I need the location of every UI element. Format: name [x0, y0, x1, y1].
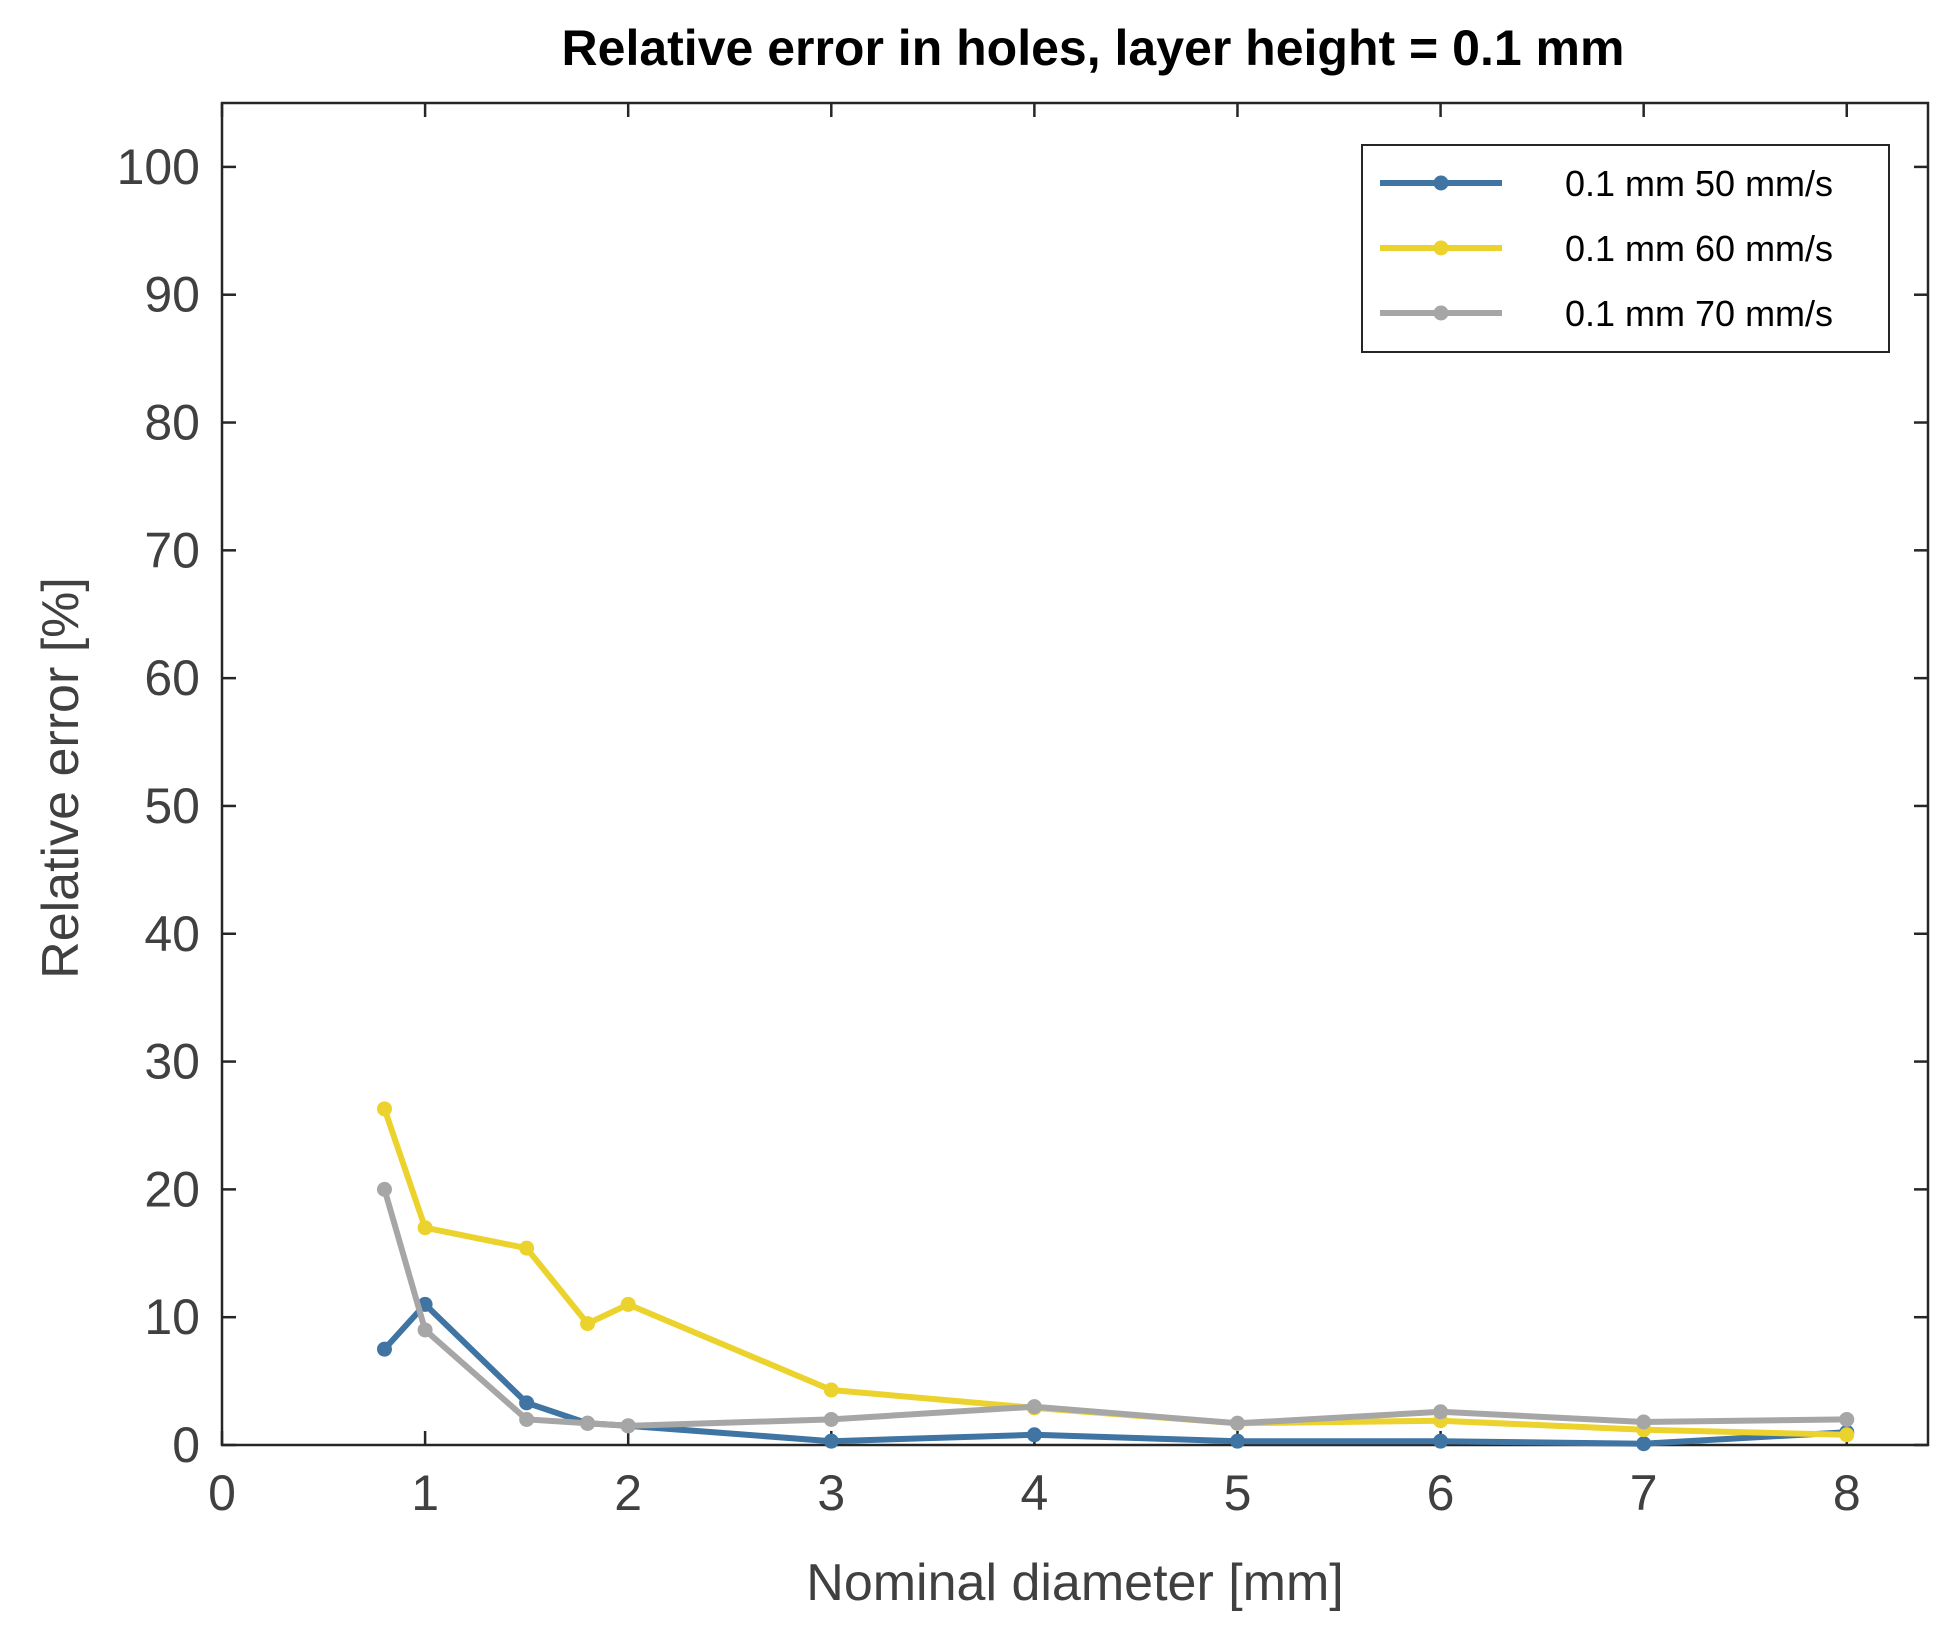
data-point	[417, 1220, 433, 1236]
legend-label: 0.1 mm 50 mm/s	[1565, 163, 1833, 204]
series-1	[376, 1296, 1855, 1452]
data-point	[1433, 1404, 1449, 1420]
data-point	[519, 1240, 535, 1256]
data-point	[519, 1411, 535, 1427]
x-tick-label: 5	[1224, 1465, 1252, 1521]
data-point	[823, 1433, 839, 1449]
x-tick-label: 1	[411, 1465, 439, 1521]
data-point	[620, 1296, 636, 1312]
legend-swatch-marker	[1433, 175, 1449, 191]
chart-title: Relative error in holes, layer height = …	[562, 20, 1625, 76]
y-axis-label: Relative error [%]	[32, 577, 90, 979]
y-tick-label: 80	[144, 395, 200, 451]
y-tick-label: 50	[144, 778, 200, 834]
y-tick-label: 90	[144, 267, 200, 323]
x-axis-label: Nominal diameter [mm]	[806, 1554, 1343, 1612]
legend-label: 0.1 mm 70 mm/s	[1565, 293, 1833, 334]
data-point	[580, 1415, 596, 1431]
data-point	[376, 1101, 392, 1117]
y-tick-label: 30	[144, 1034, 200, 1090]
y-tick-label: 100	[117, 139, 200, 195]
y-tick-label: 20	[144, 1161, 200, 1217]
x-tick-label: 4	[1020, 1465, 1048, 1521]
legend-entries: 0.1 mm 50 mm/s 0.1 mm 60 mm/s 0.1 mm 70 mm…	[1380, 163, 1833, 334]
legend-entry: 0.1 mm 50 mm/s	[1380, 163, 1833, 204]
data-point	[1229, 1415, 1245, 1431]
legend-entry: 0.1 mm 70 mm/s	[1380, 293, 1833, 334]
data-point	[376, 1181, 392, 1197]
x-tick-label: 2	[614, 1465, 642, 1521]
data-point	[376, 1341, 392, 1357]
data-point	[620, 1418, 636, 1434]
data-point	[823, 1382, 839, 1398]
y-tick-label: 10	[144, 1289, 200, 1345]
series-3	[376, 1181, 1855, 1434]
data-point	[1229, 1433, 1245, 1449]
series-group	[376, 1101, 1855, 1452]
y-tick-label: 40	[144, 906, 200, 962]
x-tick-label: 3	[817, 1465, 845, 1521]
x-tick-label: 8	[1833, 1465, 1861, 1521]
x-tick-label: 6	[1427, 1465, 1455, 1521]
data-point	[1636, 1436, 1652, 1452]
data-point	[1026, 1427, 1042, 1443]
y-tick-label: 60	[144, 650, 200, 706]
legend: 0.1 mm 50 mm/s 0.1 mm 60 mm/s 0.1 mm 70 mm…	[1361, 144, 1890, 353]
legend-swatch-marker	[1433, 240, 1449, 256]
data-point	[580, 1316, 596, 1332]
data-point	[823, 1411, 839, 1427]
x-tick-label: 0	[208, 1465, 236, 1521]
data-point	[1839, 1411, 1855, 1427]
y-tick-label: 0	[172, 1417, 200, 1473]
data-point	[1026, 1399, 1042, 1415]
data-point	[1433, 1433, 1449, 1449]
x-tick-label: 7	[1630, 1465, 1658, 1521]
legend-entry: 0.1 mm 60 mm/s	[1380, 228, 1833, 269]
legend-label: 0.1 mm 60 mm/s	[1565, 228, 1833, 269]
data-point	[417, 1322, 433, 1338]
data-point	[519, 1395, 535, 1411]
legend-swatch-marker	[1433, 305, 1449, 321]
data-point	[1636, 1414, 1652, 1430]
y-tick-label: 70	[144, 522, 200, 578]
data-point	[1839, 1427, 1855, 1443]
